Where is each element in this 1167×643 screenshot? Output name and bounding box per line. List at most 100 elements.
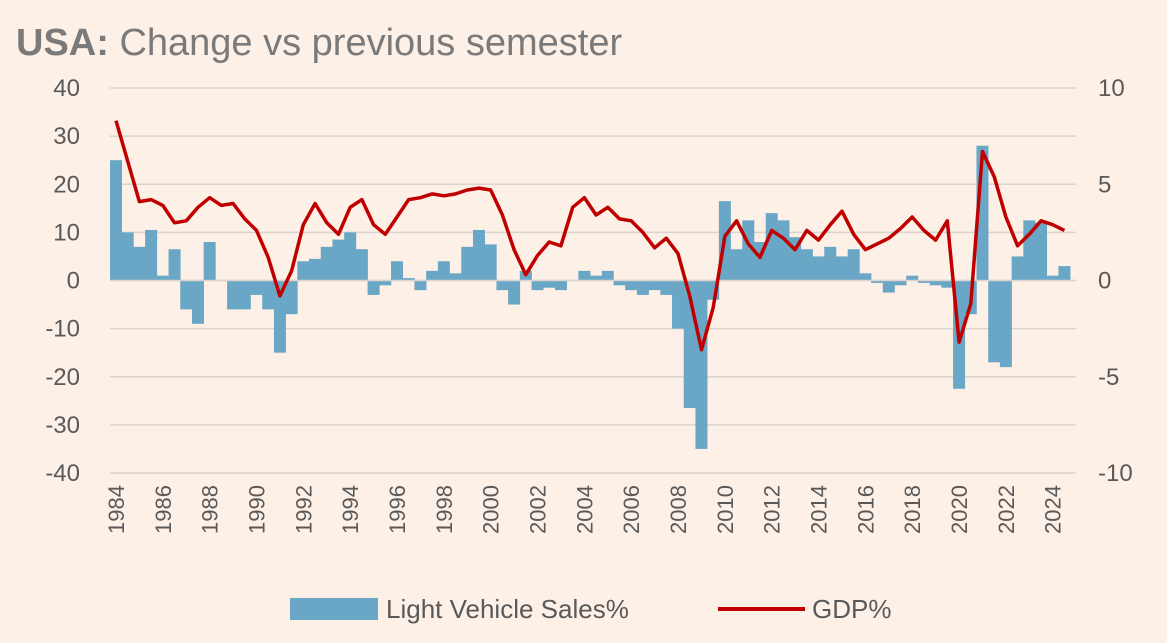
bar [941,280,954,288]
x-tick-label: 1990 [245,485,270,534]
bar [461,246,474,281]
x-tick-label: 1994 [338,485,363,534]
bar [156,275,169,281]
x-tick-label: 2008 [666,485,691,534]
bar [320,246,333,281]
bar [227,280,240,310]
y-left-tick-label: 20 [53,171,80,198]
x-tick-label: 2004 [572,485,597,534]
x-tick-label: 2024 [1041,485,1066,534]
x-tick-label: 1998 [432,485,457,534]
bar [273,280,286,353]
x-tick-label: 2000 [479,485,504,534]
bar [414,280,427,291]
chart-title-bold: USA: [16,22,109,64]
bar [999,280,1012,368]
bar [906,275,919,281]
chart-title-rest: Change vs previous semester [108,22,623,64]
bar [1046,275,1059,281]
bar [988,280,1001,363]
x-tick-label: 2022 [994,485,1019,534]
bar [145,229,158,281]
bar [554,280,567,291]
bar [472,229,485,281]
bar [847,249,860,281]
x-tick-label: 1984 [104,485,129,534]
bar [613,280,626,286]
bar [379,280,392,286]
y-right-tick-label: 5 [1098,171,1111,198]
y-left-tick-label: -20 [45,364,80,391]
y-left-tick-label: -10 [45,316,80,343]
bar [1011,256,1024,281]
bar [121,232,134,281]
bar [344,232,357,281]
x-tick-label: 2002 [526,485,551,534]
bar [730,249,743,281]
bar [531,280,544,291]
bar [250,280,263,295]
bar [835,256,848,281]
bar [191,280,204,324]
bar [636,280,649,295]
y-right-tick-label: 0 [1098,268,1111,295]
bar [508,280,521,305]
bar [824,246,837,281]
bar [355,249,368,281]
x-tick-label: 1992 [291,485,316,534]
y-right-tick-label: -10 [1098,460,1133,487]
bar [133,246,146,281]
bar [800,249,813,281]
bar [180,280,193,310]
x-tick-label: 2012 [760,485,785,534]
x-tick-label: 2010 [713,485,738,534]
bar [812,256,825,281]
x-tick-label: 2014 [807,485,832,534]
bar [894,280,907,286]
legend-label-bars: Light Vehicle Sales% [386,594,629,624]
bar [601,270,614,281]
bar [309,258,322,281]
bar [695,280,708,449]
bar [859,273,872,281]
y-left-tick-label: 40 [53,75,80,102]
bar [765,213,778,281]
bar [543,280,556,288]
bar [437,261,450,281]
bar [660,280,673,295]
bar [168,249,181,281]
bar [332,239,345,281]
y-left-tick-label: -40 [45,460,80,487]
bar [871,280,884,283]
y-left-tick-label: 10 [53,219,80,246]
y-left-tick-label: 30 [53,123,80,150]
y-right-tick-label: -5 [1098,364,1119,391]
bar [203,242,216,281]
bar [391,261,404,281]
bar [262,280,275,310]
x-tick-label: 1988 [198,485,223,534]
bar [1058,266,1071,281]
y-right-tick-label: 10 [1098,75,1125,102]
bar [672,280,685,329]
x-tick-label: 2006 [619,485,644,534]
bar [449,273,462,281]
bar [110,160,123,281]
bar [238,280,251,310]
bar [917,280,930,283]
bar [882,280,895,293]
legend-label-line: GDP% [812,594,891,624]
bar [648,280,661,291]
x-tick-label: 2020 [947,485,972,534]
bar [496,280,509,291]
legend-swatch-bars [290,598,378,620]
x-tick-label: 1986 [151,485,176,534]
bar [367,280,380,295]
x-tick-label: 2016 [853,485,878,534]
gdp-line [114,120,1066,352]
bar [578,270,591,281]
bar [1035,222,1048,281]
x-tick-label: 1996 [385,485,410,534]
